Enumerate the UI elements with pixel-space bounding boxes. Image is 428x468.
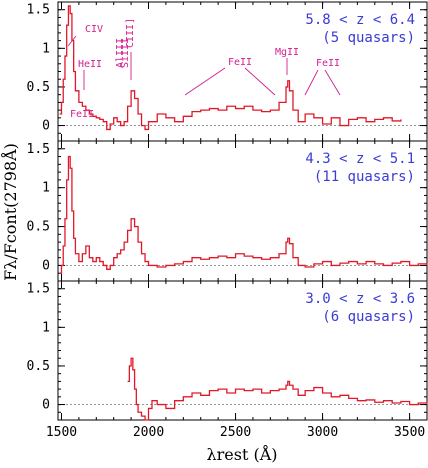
y-tick-label: 0.5 [27,359,50,374]
y-tick-label: 0 [42,119,50,134]
line-id-label: CIV [85,24,103,35]
x-axis-label: λrest (Å) [206,444,277,464]
y-tick-label: 1.5 [27,3,50,18]
y-tick-label: 0 [42,398,50,413]
line-id-marker [184,67,226,96]
line-id-marker [244,67,276,96]
line-id-label: AlIII [115,38,126,68]
line-id-label: FeII [228,57,252,68]
panel-2-quasar-count: (11 quasars) [314,169,415,185]
line-id-label: CIII] [125,18,136,48]
panel-3-spectrum-series [127,357,428,421]
panel-1-spectrum-series [59,5,402,131]
y-tick-label: 0.5 [27,220,50,235]
y-tick-label: 1 [42,181,50,196]
line-id-marker [304,69,319,96]
x-tick-label: 3000 [307,425,338,440]
x-tick-label: 2000 [133,425,164,440]
line-id-marker [67,35,77,47]
line-id-label: FeII [316,58,340,69]
panel-1-quasar-count: (5 quasars) [322,30,415,46]
panel-3-redshift-range: 3.0 < z < 3.6 [305,291,415,307]
y-axis-label: Fλ/Fcont(2798Å) [0,143,20,281]
panel-2-spectrum-series [59,155,428,274]
panel-2-redshift-range: 4.3 < z < 5.1 [305,151,415,167]
x-tick-label: 2500 [220,425,251,440]
line-id-label: MgII [275,47,299,58]
line-id-label: FeII [70,109,94,120]
panel-3-quasar-count: (6 quasars) [322,309,415,325]
y-tick-label: 1 [42,41,50,56]
x-tick-label: 1500 [46,425,77,440]
panel-1-redshift-range: 5.8 < z < 6.4 [305,12,415,28]
y-tick-label: 0.5 [27,80,50,95]
y-tick-label: 1 [42,320,50,335]
y-tick-label: 1.5 [27,282,50,297]
y-tick-label: 1.5 [27,142,50,157]
line-id-label: SiIII [120,38,131,68]
line-id-label: HeII [78,59,102,70]
x-tick-label: 3500 [394,425,425,440]
line-id-marker [324,69,341,96]
y-tick-label: 0 [42,258,50,273]
